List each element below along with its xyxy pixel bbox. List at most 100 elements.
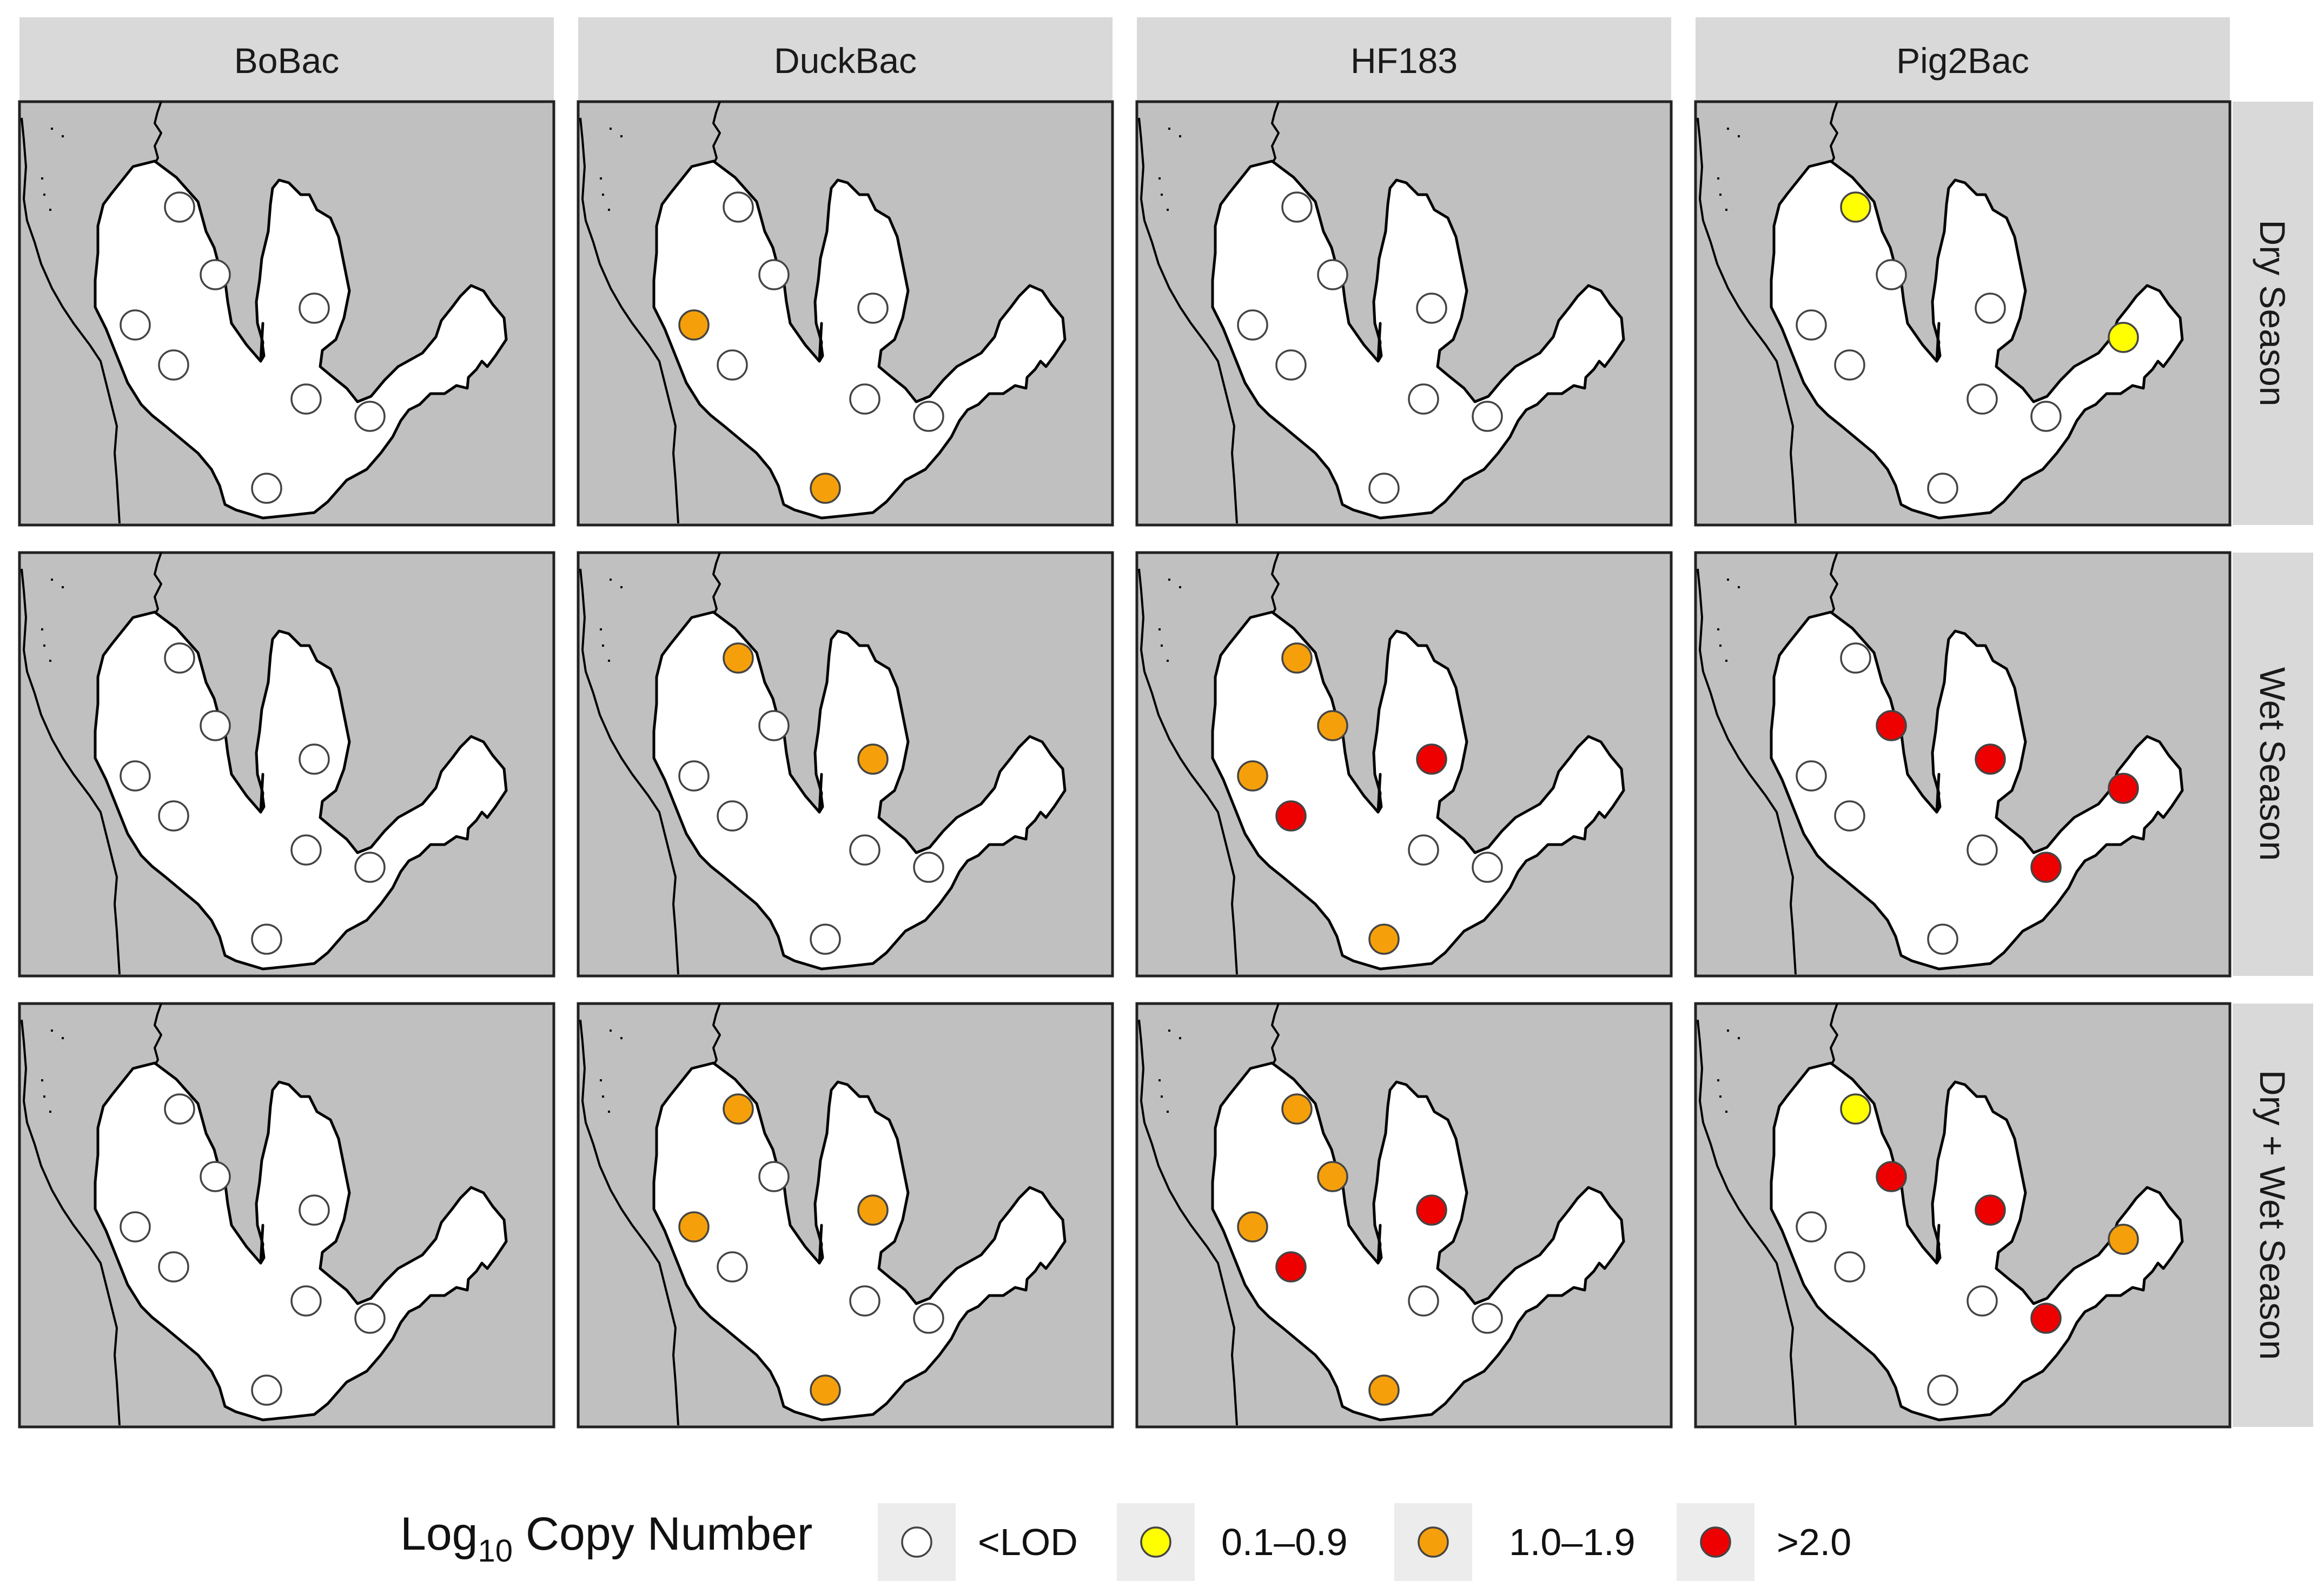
site-marker-8 (251, 924, 282, 955)
site-marker-6 (1408, 383, 1439, 415)
site-marker-4 (1275, 800, 1307, 832)
legend-item-lod: <LOD (878, 1503, 1078, 1581)
map-panel-pig2bac-wet-season (1694, 551, 2232, 978)
site-marker-6 (1408, 834, 1439, 866)
site-marker-7 (354, 852, 386, 883)
column-strip-hf183: HF183 (1137, 17, 1671, 101)
site-marker-6 (1967, 383, 1998, 415)
site-marker-8 (810, 924, 841, 955)
legend-swatch-lod (901, 1526, 932, 1558)
site-marker-5 (299, 1194, 330, 1226)
map-panel-pig2bac-dry-season (1694, 100, 2232, 527)
site-marker-7 (354, 401, 386, 432)
map-panel-bobac-dry-season (18, 100, 555, 527)
site-marker-7 (913, 1303, 944, 1334)
legend-item-mid: 1.0–1.9 (1394, 1503, 1636, 1581)
site-marker-1 (723, 642, 754, 674)
site-marker-9 (2108, 773, 2139, 804)
legend-swatch-mid (1418, 1526, 1449, 1558)
map-panel-bobac-wet-season (18, 551, 555, 978)
site-marker-2 (1317, 1161, 1348, 1192)
site-marker-7 (913, 852, 944, 883)
site-marker-4 (717, 800, 748, 832)
legend-title-main: Log (400, 1508, 478, 1560)
site-marker-2 (1876, 259, 1907, 290)
site-marker-6 (849, 1285, 880, 1317)
site-marker-3 (678, 309, 710, 341)
site-marker-2 (758, 259, 790, 290)
map-panel-pig2bac-dry-wet-season (1694, 1002, 2232, 1429)
site-marker-2 (200, 710, 231, 741)
row-label-wet-season: Wet Season (2253, 667, 2293, 861)
map-panel-hf183-dry-season (1135, 100, 1673, 527)
site-marker-2 (758, 1161, 790, 1192)
site-marker-2 (1317, 710, 1348, 741)
legend-label-lod: <LOD (978, 1521, 1078, 1563)
site-marker-1 (164, 1093, 195, 1125)
map-panel-duckbac-wet-season (577, 551, 1114, 978)
site-marker-3 (120, 1211, 151, 1243)
site-marker-6 (290, 834, 322, 866)
site-marker-8 (1368, 1374, 1400, 1406)
legend-label-low: 0.1–0.9 (1221, 1521, 1348, 1563)
legend: Log10 Copy Number <LOD 0.1–0.9 1.0–1.9 >… (400, 1503, 1851, 1581)
site-marker-7 (354, 1303, 386, 1334)
site-marker-8 (1927, 473, 1958, 504)
site-marker-5 (1975, 1194, 2006, 1226)
site-marker-7 (1472, 1303, 1503, 1334)
site-marker-1 (723, 1093, 754, 1125)
legend-label-mid: 1.0–1.9 (1509, 1521, 1636, 1563)
site-marker-4 (158, 800, 189, 832)
site-marker-3 (678, 760, 710, 792)
legend-title-rest: Copy Number (513, 1508, 812, 1560)
site-marker-6 (1967, 834, 1998, 866)
site-marker-6 (849, 834, 880, 866)
row-strips: Dry Season Wet Season Dry + Wet Season (2233, 102, 2313, 1427)
site-marker-1 (1840, 191, 1871, 223)
site-marker-3 (120, 309, 151, 341)
site-marker-3 (120, 760, 151, 792)
map-panels (18, 100, 2232, 1429)
site-marker-8 (1368, 473, 1400, 504)
site-marker-4 (1834, 800, 1865, 832)
site-marker-4 (1834, 349, 1865, 381)
row-label-dry-wet-season: Dry + Wet Season (2253, 1070, 2293, 1360)
column-label-pig2bac: Pig2Bac (1896, 41, 2029, 81)
site-marker-8 (810, 1374, 841, 1406)
site-marker-4 (158, 349, 189, 381)
map-panel-bobac-dry-wet-season (18, 1002, 555, 1429)
site-marker-1 (1840, 1093, 1871, 1125)
site-marker-8 (1927, 924, 1958, 955)
site-marker-2 (200, 259, 231, 290)
site-marker-8 (1368, 924, 1400, 955)
legend-swatch-low (1140, 1526, 1171, 1558)
row-label-dry-season: Dry Season (2253, 220, 2293, 407)
site-marker-5 (857, 293, 889, 324)
site-marker-6 (1967, 1285, 1998, 1317)
site-marker-5 (1416, 1194, 1447, 1226)
site-marker-7 (2030, 852, 2062, 883)
site-marker-1 (164, 642, 195, 674)
map-panel-duckbac-dry-season (577, 100, 1114, 527)
row-strip-dry-season: Dry Season (2233, 102, 2313, 525)
site-marker-1 (164, 191, 195, 223)
map-panel-hf183-wet-season (1135, 551, 1673, 978)
site-marker-6 (290, 1285, 322, 1317)
legend-swatch-high (1700, 1526, 1731, 1558)
site-marker-5 (1975, 743, 2006, 775)
site-marker-1 (1281, 1093, 1313, 1125)
site-marker-6 (849, 383, 880, 415)
site-marker-3 (678, 1211, 710, 1243)
site-marker-4 (1834, 1251, 1865, 1283)
site-marker-7 (913, 401, 944, 432)
column-strip-bobac: BoBac (19, 17, 554, 101)
site-marker-3 (1796, 309, 1827, 341)
site-marker-8 (1927, 1374, 1958, 1406)
site-marker-5 (299, 743, 330, 775)
site-marker-5 (857, 1194, 889, 1226)
site-marker-9 (2108, 1224, 2139, 1255)
site-marker-5 (1416, 743, 1447, 775)
site-marker-4 (1275, 1251, 1307, 1283)
site-marker-4 (1275, 349, 1307, 381)
site-marker-2 (1317, 259, 1348, 290)
